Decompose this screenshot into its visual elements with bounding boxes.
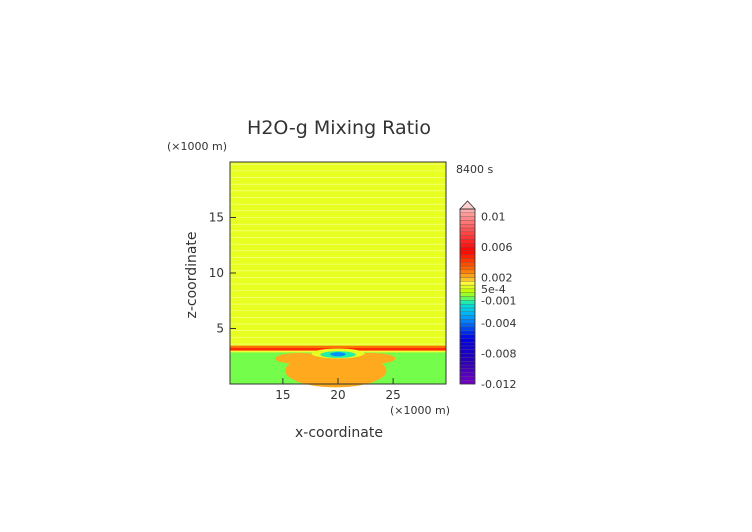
colorbar-segment [459, 330, 476, 335]
colorbar-segment [459, 338, 476, 343]
colorbar-segment [459, 345, 476, 350]
colorbar-segment [459, 380, 476, 385]
colorbar-segment [459, 258, 476, 263]
colorbar-segment [459, 300, 476, 305]
colorbar-label: 5e-4 [481, 283, 506, 296]
colorbar-label: -0.004 [481, 317, 516, 330]
field-band [230, 345, 446, 348]
colorbar-segment [459, 353, 476, 358]
colorbar-label: -0.012 [481, 378, 516, 391]
colorbar-segment [459, 315, 476, 320]
colorbar-segment [459, 262, 476, 267]
colorbar-segment [459, 273, 476, 278]
axis-ticks: 15 20 25 5 10 15 [209, 211, 401, 403]
colorbar-label: 0.01 [481, 211, 506, 224]
colorbar-segment [459, 296, 476, 301]
colorbar-label: 0.002 [481, 271, 513, 284]
colorbar-segment [459, 239, 476, 244]
colorbar-segment [459, 269, 476, 274]
colorbar-segment [459, 250, 476, 255]
colorbar-segment [459, 334, 476, 339]
y-tick-label: 10 [209, 266, 224, 280]
colorbar-label: -0.008 [481, 348, 516, 361]
time-label: 8400 s [456, 163, 493, 176]
colorbar-segment [459, 216, 476, 221]
colorbar-segment [459, 372, 476, 377]
colorbar-segment [459, 281, 476, 286]
colorbar-segment [459, 364, 476, 369]
colorbar-segment [459, 311, 476, 316]
colorbar-segment [459, 212, 476, 217]
colorbar-segment [459, 243, 476, 248]
colorbar-label: -0.001 [481, 294, 516, 307]
colorbar-segment [459, 246, 476, 251]
heatmap-plot-area [229, 161, 447, 388]
colorbar-segment [459, 227, 476, 232]
colorbar-segment [459, 319, 476, 324]
colorbar-segment [459, 349, 476, 354]
colorbar-segment [459, 303, 476, 309]
colorbar-segment [459, 307, 476, 312]
field-blob [330, 352, 346, 357]
colorbar-segment [459, 342, 476, 347]
colorbar-segment [459, 231, 476, 236]
colorbar-segment [459, 326, 476, 331]
colorbar-segment [459, 288, 476, 293]
chart-title: H2O-g Mixing Ratio [247, 117, 431, 139]
colorbar-segment [459, 322, 476, 328]
colorbar-segment [459, 235, 476, 240]
x-unit-label: (×1000 m) [390, 404, 450, 417]
x-axis-label: x-coordinate [295, 425, 383, 441]
x-tick-label: 15 [275, 388, 290, 402]
colorbar-segment [459, 254, 476, 259]
colorbar-segment [459, 265, 476, 271]
y-axis-label: z-coordinate [184, 231, 200, 318]
colorbar-segment [459, 220, 476, 225]
colorbar-segment [459, 284, 476, 290]
colorbar-frame [459, 208, 476, 385]
colorbar-segment [459, 208, 476, 213]
colorbar-segment [459, 357, 476, 362]
colorbar-segment [459, 277, 476, 282]
colorbar-segment [459, 292, 476, 297]
y-tick-label: 15 [209, 211, 224, 225]
colorbar-segment [459, 376, 476, 381]
y-unit-label: (×1000 m) [167, 140, 227, 153]
colorbar-segment [459, 368, 476, 373]
colorbar-label: 0.006 [481, 241, 513, 254]
colorbar-segment [459, 361, 476, 366]
colorbar-segment [459, 224, 476, 229]
x-tick-label: 25 [385, 388, 400, 402]
field-blob [275, 352, 324, 365]
colorbar-extend-arrow [459, 200, 476, 210]
x-tick-label: 20 [330, 388, 345, 402]
y-tick-label: 5 [216, 322, 224, 336]
